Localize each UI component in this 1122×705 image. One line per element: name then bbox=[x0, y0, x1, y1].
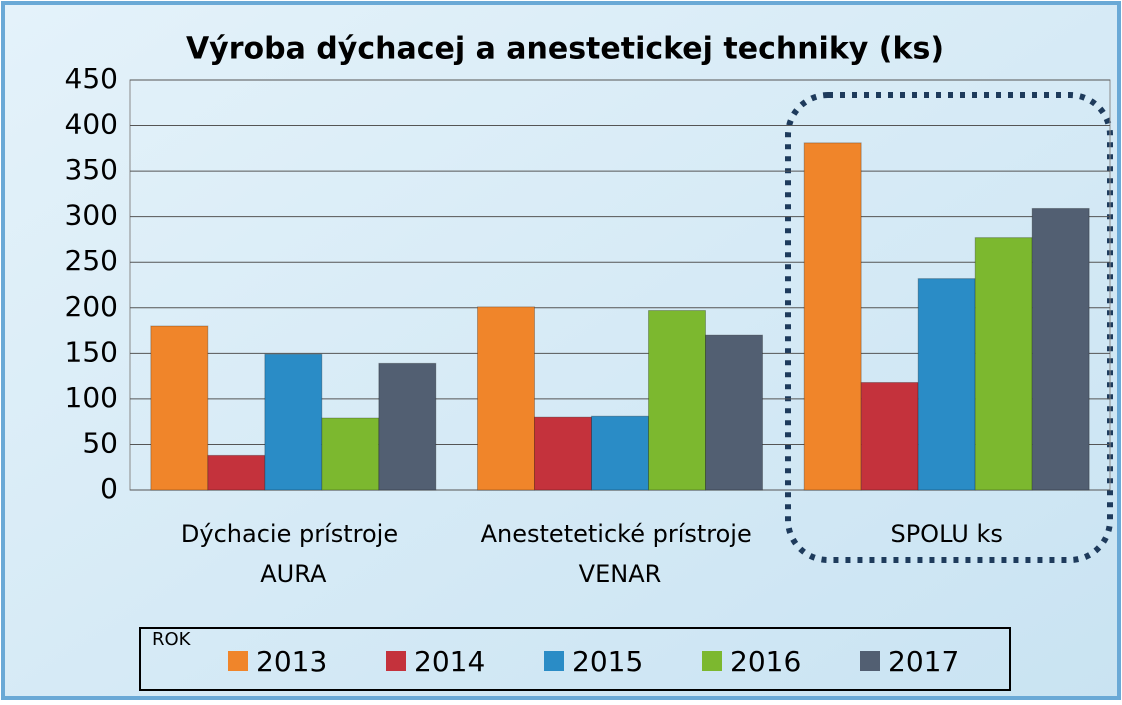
y-tick-label: 400 bbox=[65, 108, 118, 141]
bar bbox=[1031, 207, 1090, 491]
x-tick-label-line: Anestetetické prístroje bbox=[481, 520, 760, 548]
legend-swatch bbox=[386, 651, 406, 671]
bar bbox=[321, 417, 380, 491]
legend-swatch bbox=[544, 651, 564, 671]
legend-label: 2013 bbox=[256, 645, 327, 678]
bar bbox=[207, 454, 266, 491]
legend-label: 2014 bbox=[414, 645, 485, 678]
y-tick-label: 100 bbox=[65, 381, 118, 414]
bar bbox=[477, 306, 535, 491]
x-tick-label-line: VENAR bbox=[579, 560, 662, 588]
bar bbox=[378, 362, 437, 491]
bar bbox=[705, 334, 763, 491]
legend-label: 2017 bbox=[888, 645, 959, 678]
legend-swatch bbox=[860, 651, 880, 671]
bar bbox=[591, 415, 649, 491]
legend-swatch bbox=[702, 651, 722, 671]
legend-box bbox=[139, 627, 1011, 691]
bar bbox=[974, 237, 1033, 491]
y-tick-label: 450 bbox=[65, 62, 118, 95]
legend-title: ROK bbox=[152, 629, 192, 650]
highlight-frame bbox=[785, 92, 1113, 563]
legend-swatch bbox=[228, 651, 248, 671]
y-tick-label: 350 bbox=[65, 153, 118, 186]
bar bbox=[264, 353, 323, 491]
y-tick-label: 250 bbox=[65, 244, 118, 277]
x-tick-label-line: AURA bbox=[260, 560, 327, 588]
bar bbox=[917, 278, 976, 491]
y-tick-label: 50 bbox=[82, 426, 118, 459]
y-tick-label: 200 bbox=[65, 290, 118, 323]
x-tick-label-line: Dýchacie prístroje bbox=[181, 520, 406, 548]
y-tick-label: 300 bbox=[65, 199, 118, 232]
legend-label: 2016 bbox=[730, 645, 801, 678]
x-tick-label: Dýchacie prístroje AURA bbox=[181, 520, 406, 588]
bar bbox=[534, 416, 592, 491]
legend-label: 2015 bbox=[572, 645, 643, 678]
chart-title: Výroba dýchacej a anestetickej techniky … bbox=[186, 32, 944, 67]
bar bbox=[860, 381, 919, 491]
x-tick-label: SPOLU ks bbox=[890, 520, 1002, 548]
bar bbox=[803, 142, 862, 491]
y-tick-label: 150 bbox=[65, 335, 118, 368]
x-tick-label: Anestetetické prístroje VENAR bbox=[481, 520, 760, 588]
bar bbox=[648, 310, 706, 491]
bar bbox=[150, 325, 209, 491]
y-tick-label: 0 bbox=[100, 472, 118, 505]
